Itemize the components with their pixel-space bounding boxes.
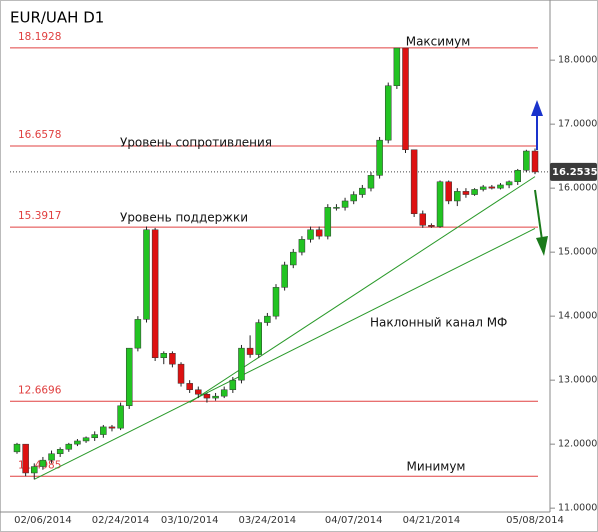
candle-body (39, 459, 47, 467)
candle-body (350, 194, 357, 202)
candle-body (505, 181, 513, 186)
candle-body (238, 347, 245, 381)
annotation: Уровень поддержки (120, 211, 248, 225)
candle-body (428, 225, 435, 227)
chart-title: EUR/UAH D1 (10, 9, 104, 27)
y-tick-label: 16.0000 (558, 183, 597, 194)
candle-body (195, 389, 202, 395)
candle-body (298, 239, 306, 253)
x-tick-label: 04/21/2014 (403, 515, 461, 526)
candle-body (367, 175, 375, 189)
candle-body (281, 264, 288, 288)
candle-body (272, 287, 280, 317)
candle-body (384, 85, 392, 141)
level-label: 16.6578 (18, 129, 61, 141)
x-tick-label: 05/08/2014 (506, 515, 564, 526)
arrow-down-head (536, 236, 548, 256)
candle-body (471, 189, 478, 195)
candle-body (74, 440, 81, 445)
candle-body (48, 453, 55, 461)
y-tick-label: 13.0000 (558, 375, 597, 386)
candle-body (65, 443, 73, 450)
annotation: Минимум (406, 460, 465, 474)
candle-body (488, 186, 496, 189)
candle-body (376, 139, 383, 176)
annotation: Уровень сопротивления (120, 136, 272, 150)
x-tick-label: 02/24/2014 (92, 515, 150, 526)
candle-body (341, 200, 349, 208)
candle-body (203, 393, 211, 399)
candle-body (307, 229, 314, 240)
candle-body (108, 426, 116, 429)
candle-body (56, 449, 64, 455)
candle-body (229, 379, 237, 391)
y-tick-label: 12.0000 (558, 439, 597, 450)
candle-body (264, 315, 271, 323)
candle-body (100, 426, 107, 435)
candle-body (117, 405, 124, 429)
x-tick-label: 03/24/2014 (239, 515, 297, 526)
candle-body (479, 186, 487, 190)
candle-body (151, 229, 159, 359)
candle-body (315, 229, 323, 237)
candle-body (514, 169, 521, 183)
candle-body (333, 207, 340, 209)
candle-body (255, 322, 262, 355)
candle-body (402, 47, 409, 151)
candle-body (359, 187, 366, 195)
last-price-label: 16.2535 (552, 167, 598, 178)
candle-body (177, 363, 185, 384)
arrow-up-head (531, 100, 543, 116)
x-tick-label: 03/10/2014 (161, 515, 219, 526)
candle-body (220, 389, 228, 397)
candle-body (82, 437, 90, 442)
level-label: 12.6696 (18, 384, 62, 396)
candle-body (436, 181, 444, 227)
trend-line (189, 176, 536, 403)
annotation: Наклонный канал МФ (370, 316, 507, 330)
candle-body (134, 319, 142, 349)
y-tick-label: 11.0000 (558, 503, 597, 514)
arrow-down (534, 189, 543, 241)
candle-body (22, 443, 29, 474)
annotation: Максимум (406, 35, 471, 49)
candle-body (160, 353, 168, 359)
level-label: 15.3917 (18, 210, 61, 222)
candle-body (246, 347, 254, 355)
candle-body (212, 395, 219, 399)
trend-line (34, 228, 536, 480)
candle-body (462, 191, 470, 195)
candle-body (523, 150, 530, 171)
y-tick-label: 18.0000 (558, 55, 597, 66)
candle-body (497, 184, 504, 189)
level-label: 18.1928 (18, 31, 61, 43)
candle-body (143, 229, 150, 320)
candle-body (125, 347, 133, 407)
candle-body (531, 150, 539, 173)
candle-body (324, 207, 332, 237)
y-tick-label: 17.0000 (558, 119, 597, 130)
x-tick-label: 02/06/2014 (14, 515, 72, 526)
candle-body (169, 353, 176, 365)
candle-body (393, 47, 401, 87)
candle-body (31, 466, 38, 474)
candle-body (290, 251, 297, 266)
candle-body (454, 191, 461, 202)
candle-body (410, 149, 418, 215)
candle-body (186, 383, 193, 391)
candle-body (419, 213, 427, 226)
x-tick-label: 04/07/2014 (325, 515, 383, 526)
candle-body (13, 443, 21, 453)
last-price-box (550, 162, 597, 181)
y-tick-label: 14.0000 (558, 311, 597, 322)
candle-body (91, 434, 98, 439)
candle-body (445, 181, 452, 202)
y-tick-label: 15.0000 (558, 247, 597, 258)
